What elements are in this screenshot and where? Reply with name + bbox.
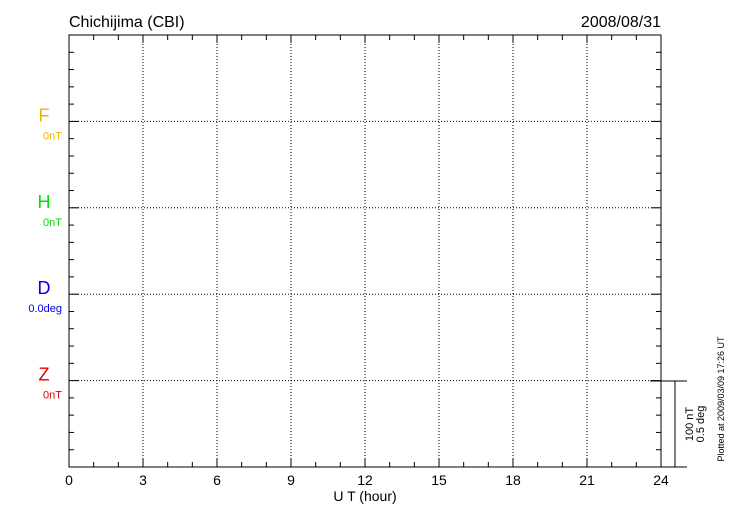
- x-tick-label: 12: [357, 472, 373, 488]
- x-axis-label: U T (hour): [333, 488, 396, 504]
- baseline-value-F: 0nT: [43, 130, 62, 142]
- x-tick-label: 6: [213, 472, 221, 488]
- grid: [69, 35, 661, 467]
- scale-bar-label-2: 0.5 deg: [695, 406, 707, 443]
- scale-bar: 100 nT 0.5 deg: [650, 380, 707, 468]
- baseline-value-D: 0.0deg: [28, 303, 62, 315]
- x-tick-label: 0: [65, 472, 73, 488]
- x-tick-label: 18: [505, 472, 521, 488]
- x-tick-labels: 0 3 6 9 12 15 18 21 24: [65, 472, 669, 488]
- x-tick-label: 9: [287, 472, 295, 488]
- x-tick-label: 3: [139, 472, 147, 488]
- series-name-H: H: [38, 192, 51, 212]
- x-tick-label: 15: [431, 472, 447, 488]
- series-name-D: D: [38, 278, 51, 298]
- chart-date: 2008/08/31: [581, 14, 661, 31]
- scale-bar-label-1: 100 nT: [684, 407, 696, 442]
- x-tick-label: 21: [579, 472, 595, 488]
- series-name-F: F: [39, 105, 50, 125]
- x-tick-label: 24: [653, 472, 669, 488]
- plotted-at-footer: Plotted at 2009/03/09 17:26 UT: [716, 336, 726, 462]
- series-name-Z: Z: [39, 365, 50, 385]
- chart-title: Chichijima (CBI): [69, 14, 185, 31]
- series-labels: F 0nT H 0nT D 0.0deg Z 0nT: [28, 105, 62, 401]
- baseline-value-Z: 0nT: [43, 390, 62, 402]
- axes: [68, 34, 662, 468]
- baseline-value-H: 0nT: [43, 217, 62, 229]
